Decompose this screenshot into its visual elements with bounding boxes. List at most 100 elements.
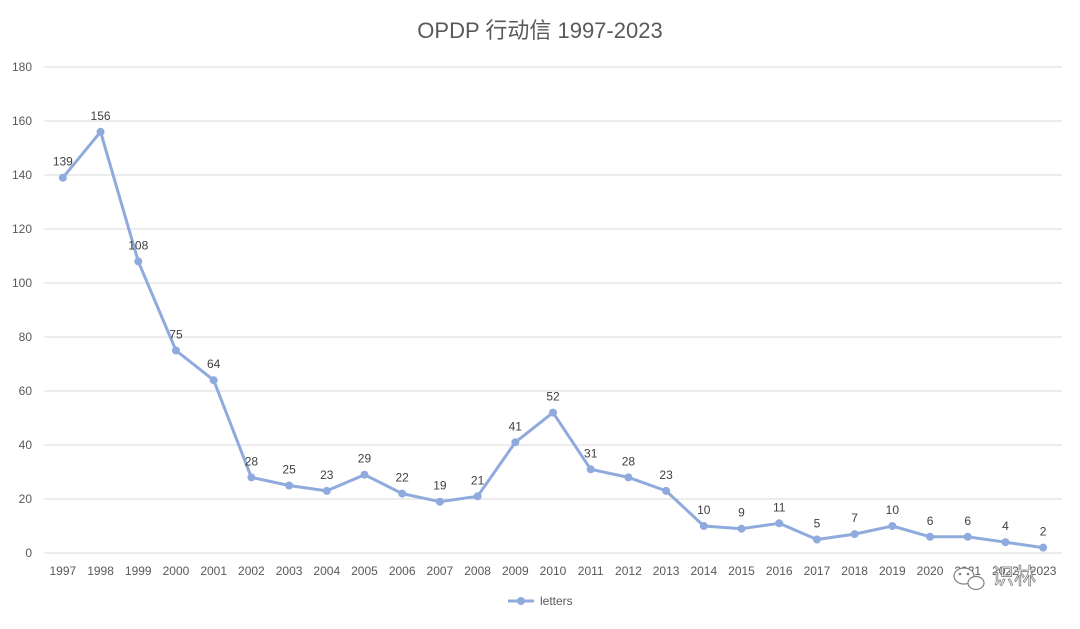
x-tick-label: 2019 xyxy=(879,564,906,578)
data-point xyxy=(1039,543,1048,552)
data-point xyxy=(171,346,180,355)
x-tick-label: 2009 xyxy=(502,564,529,578)
wechat-icon xyxy=(953,567,985,591)
y-tick-label: 0 xyxy=(25,546,32,560)
x-tick-label: 2011 xyxy=(578,564,604,578)
data-point xyxy=(473,492,482,501)
data-label: 11 xyxy=(773,500,786,514)
data-label: 108 xyxy=(128,238,148,252)
x-tick-label: 2003 xyxy=(276,564,303,578)
data-label: 2 xyxy=(1040,525,1047,539)
y-tick-label: 60 xyxy=(19,384,33,398)
x-tick-label: 2008 xyxy=(464,564,491,578)
data-label: 4 xyxy=(1002,519,1009,533)
data-point xyxy=(285,481,294,490)
x-tick-label: 2007 xyxy=(427,564,454,578)
data-point xyxy=(322,486,331,495)
x-tick-label: 2018 xyxy=(841,564,868,578)
data-label: 22 xyxy=(396,471,410,485)
x-tick-label: 2006 xyxy=(389,564,416,578)
data-point xyxy=(96,127,105,136)
x-tick-label: 2015 xyxy=(728,564,755,578)
x-axis-ticks: 1997 1998 1999 2000 2001 2002 2003 2004 2005 2006… xyxy=(50,564,1057,578)
x-tick-label: 2005 xyxy=(351,564,378,578)
data-point xyxy=(134,257,143,266)
x-tick-label: 2020 xyxy=(917,564,944,578)
data-point xyxy=(888,522,897,530)
data-point xyxy=(1001,538,1010,547)
data-label: 9 xyxy=(738,506,745,520)
data-point xyxy=(586,465,595,474)
x-tick-label: 2013 xyxy=(653,564,680,578)
series-letters xyxy=(58,127,1048,552)
x-tick-label: 2010 xyxy=(540,564,567,578)
x-tick-label: 1999 xyxy=(125,564,152,578)
x-tick-label: 2016 xyxy=(766,564,793,578)
data-point xyxy=(58,173,67,182)
data-point xyxy=(398,489,407,498)
data-point xyxy=(850,530,859,539)
data-label: 7 xyxy=(851,511,858,525)
data-label: 64 xyxy=(207,357,221,371)
x-tick-label: 2004 xyxy=(313,564,340,578)
data-label: 31 xyxy=(584,446,598,460)
data-label: 6 xyxy=(964,514,971,528)
gridlines xyxy=(44,66,1062,554)
y-tick-label: 180 xyxy=(12,60,32,74)
data-label: 29 xyxy=(358,452,372,466)
y-tick-label: 100 xyxy=(12,276,32,290)
legend[interactable]: letters xyxy=(508,594,573,608)
x-tick-label: 2023 xyxy=(1030,564,1057,578)
data-label: 5 xyxy=(814,517,821,531)
y-tick-label: 80 xyxy=(19,330,33,344)
data-label: 52 xyxy=(546,390,560,404)
x-tick-label: 2001 xyxy=(200,564,227,578)
data-label: 21 xyxy=(471,473,485,487)
data-point xyxy=(926,532,935,541)
data-label: 139 xyxy=(53,155,73,169)
data-point xyxy=(812,535,821,544)
data-point xyxy=(624,473,633,482)
data-label: 23 xyxy=(320,468,334,482)
data-point xyxy=(247,473,256,482)
data-point xyxy=(963,532,972,541)
data-point xyxy=(737,524,746,533)
x-tick-label: 2000 xyxy=(163,564,190,578)
series-line xyxy=(61,130,1045,550)
legend-entry-letters: letters xyxy=(540,594,573,608)
x-tick-label: 2014 xyxy=(690,564,717,578)
data-point xyxy=(662,486,671,495)
data-point xyxy=(775,519,784,528)
data-label: 19 xyxy=(433,479,447,493)
data-label: 10 xyxy=(697,503,711,517)
data-label: 28 xyxy=(245,454,259,468)
data-point xyxy=(699,522,708,530)
x-tick-label: 2012 xyxy=(615,564,642,578)
y-tick-label: 20 xyxy=(19,492,33,506)
data-label: 10 xyxy=(886,503,900,517)
y-axis-ticks: 0 20 40 60 80 100 120 140 160 180 xyxy=(12,60,32,560)
y-tick-label: 40 xyxy=(19,438,33,452)
data-label: 41 xyxy=(509,419,523,433)
x-tick-label: 2002 xyxy=(238,564,265,578)
y-tick-label: 140 xyxy=(12,168,32,182)
data-label: 75 xyxy=(169,328,183,342)
chart-title: OPDP 行动信 1997-2023 xyxy=(417,18,662,43)
data-label: 23 xyxy=(659,468,673,482)
legend-dot-marker xyxy=(517,597,525,605)
data-point xyxy=(360,470,369,479)
x-tick-label: 1997 xyxy=(50,564,77,578)
y-tick-label: 120 xyxy=(12,222,32,236)
data-point xyxy=(549,408,557,417)
watermark: 识林 xyxy=(953,564,1036,591)
data-point xyxy=(511,438,520,447)
data-point xyxy=(435,497,444,506)
x-tick-label: 2022 xyxy=(992,564,1019,578)
y-tick-label: 160 xyxy=(12,114,32,128)
x-tick-label: 1998 xyxy=(87,564,114,578)
data-point xyxy=(209,376,218,385)
data-label: 156 xyxy=(91,109,111,123)
